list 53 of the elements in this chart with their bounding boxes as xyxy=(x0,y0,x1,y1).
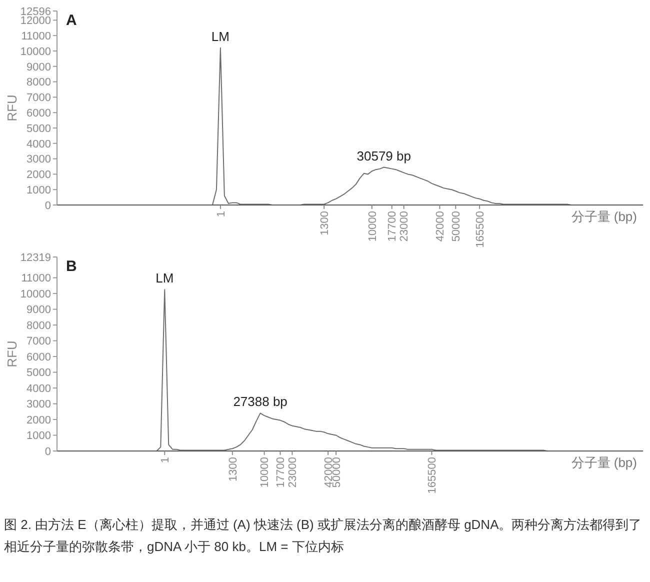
annotation: LM xyxy=(156,270,174,286)
y-tick-label: 3000 xyxy=(26,154,51,166)
x-tick-label: 1 xyxy=(215,211,228,218)
chart-title: A xyxy=(66,12,77,30)
x-axis-title: 分子量 (bp) xyxy=(571,209,637,225)
x-tick-label: 1 xyxy=(159,457,172,464)
x-tick-label: 165500 xyxy=(474,211,486,248)
y-tick-label: 12000 xyxy=(20,15,51,28)
y-tick-label: 2000 xyxy=(26,414,51,426)
y-tick-label: 10000 xyxy=(20,46,51,58)
x-tick-label: 10000 xyxy=(259,457,272,488)
annotation: LM xyxy=(211,28,230,44)
y-tick-label: 10000 xyxy=(20,288,51,300)
annotation: 27388 bp xyxy=(233,394,288,410)
y-tick-label: 8000 xyxy=(26,320,51,332)
x-tick-label: 1300 xyxy=(318,211,331,236)
y-axis-title: RFU xyxy=(4,340,20,368)
y-tick-label: 12319 xyxy=(20,252,51,264)
y-tick-label: 8000 xyxy=(26,76,51,89)
annotation: 30579 bp xyxy=(356,148,411,164)
chart-title: B xyxy=(66,258,77,276)
y-tick-label: 3000 xyxy=(26,398,51,411)
y-tick-label: 4000 xyxy=(26,138,51,150)
y-tick-label: 12596 xyxy=(20,6,51,18)
y-tick-label: 0 xyxy=(44,200,51,212)
y-tick-label: 4000 xyxy=(26,382,51,395)
x-tick-label: 165500 xyxy=(426,457,439,494)
caption: 图 2. 由方法 E（离心柱）提取，并通过 (A) 快速法 (B) 或扩展法分离的酿酒酵母 gDNA。两种分离方法都得到了相近分子量的弥散条带，gDNA 小于 80 kb。LM = 下位内标 xyxy=(4,516,643,556)
x-tick-label: 1300 xyxy=(227,457,240,482)
x-tick-label: 17700 xyxy=(386,211,399,242)
x-tick-label: 50000 xyxy=(450,211,462,242)
x-tick-label: 50000 xyxy=(330,457,343,488)
x-tick-label: 23000 xyxy=(398,211,411,242)
y-tick-label: 0 xyxy=(44,446,51,458)
y-axis-title: RFU xyxy=(4,94,20,122)
y-tick-label: 1000 xyxy=(26,184,51,197)
y-tick-label: 6000 xyxy=(26,107,51,120)
x-tick-label: 23000 xyxy=(287,457,300,488)
y-tick-label: 7000 xyxy=(26,336,51,348)
y-tick-label: 9000 xyxy=(26,61,51,74)
y-tick-label: 1000 xyxy=(26,430,51,442)
y-tick-label: 5000 xyxy=(26,367,51,380)
y-tick-label: 9000 xyxy=(26,304,51,316)
x-tick-label: 42000 xyxy=(434,211,447,242)
y-tick-label: 6000 xyxy=(26,351,51,364)
x-axis-title: 分子量 (bp) xyxy=(571,455,637,471)
y-tick-label: 5000 xyxy=(26,122,51,135)
x-tick-label: 17700 xyxy=(275,457,288,488)
x-tick-label: 10000 xyxy=(366,211,379,242)
y-tick-label: 7000 xyxy=(26,92,51,104)
y-tick-label: 2000 xyxy=(26,169,51,182)
y-tick-label: 11000 xyxy=(21,272,51,285)
y-tick-label: 11000 xyxy=(21,30,51,42)
